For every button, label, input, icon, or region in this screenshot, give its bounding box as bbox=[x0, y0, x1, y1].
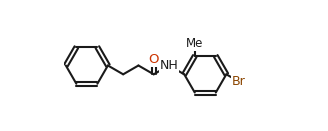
Text: Br: Br bbox=[232, 75, 246, 88]
Text: NH: NH bbox=[160, 59, 178, 72]
Text: Me: Me bbox=[186, 37, 203, 50]
Text: O: O bbox=[149, 53, 159, 66]
